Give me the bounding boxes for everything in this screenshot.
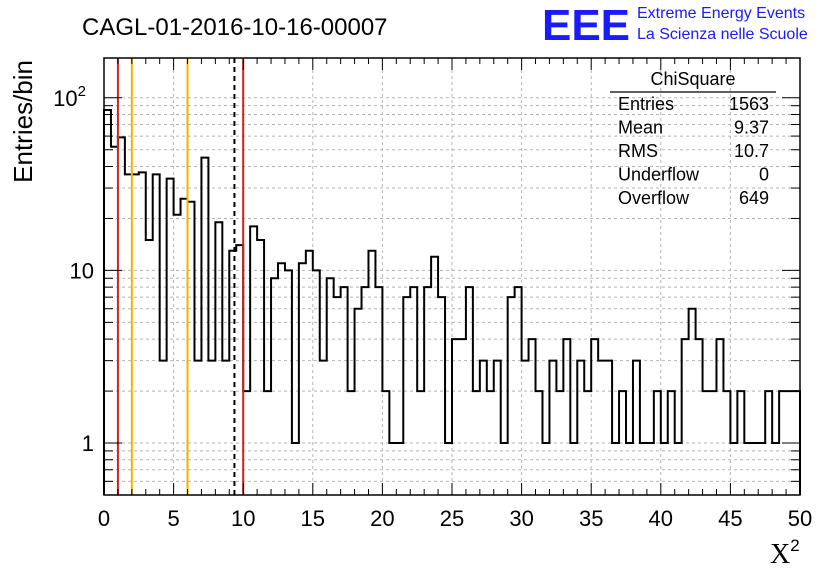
x-tick-label: 0: [98, 506, 110, 531]
x-tick-label: 20: [370, 506, 394, 531]
axes: 0 5 10 15 20 25 30 35 40 45 50 1 10 102: [53, 58, 812, 531]
y-tick-label: 1: [82, 431, 94, 456]
stats-label: RMS: [618, 141, 658, 161]
stats-value: 1563: [729, 94, 769, 114]
histogram-bars: [103, 108, 801, 495]
histogram-outline: [103, 108, 801, 495]
x-tick-label: 40: [649, 506, 673, 531]
stats-label: Mean: [618, 118, 663, 138]
eee-logo: EEE Extreme Energy Events La Scienza nel…: [542, 1, 808, 50]
stats-value: 649: [739, 188, 769, 208]
logo-line-2: La Scienza nelle Scuole: [637, 26, 808, 43]
x-tick-label: 25: [440, 506, 464, 531]
x-tick-label: 15: [301, 506, 325, 531]
x-tick-label: 5: [167, 506, 179, 531]
x-tick-label: 30: [509, 506, 533, 531]
stats-title: ChiSquare: [650, 69, 735, 89]
x-tick-label: 45: [718, 506, 742, 531]
logo-text: EEE: [542, 1, 630, 50]
stats-box: ChiSquare Entries 1563 Mean 9.37 RMS 10.7 Unde…: [610, 69, 776, 208]
stats-value: 9.37: [734, 118, 769, 138]
chart-title: CAGL-01-2016-10-16-00007: [82, 14, 388, 41]
logo-line-1: Extreme Energy Events: [637, 5, 805, 22]
x-tick-label: 50: [788, 506, 812, 531]
x-tick-label: 35: [579, 506, 603, 531]
stats-label: Entries: [618, 94, 674, 114]
x-axis-label: X2: [770, 536, 800, 570]
x-tick-label: 10: [231, 506, 255, 531]
reference-lines: [116, 58, 245, 495]
y-tick-label: 102: [53, 83, 86, 111]
stats-value: 0: [759, 165, 769, 185]
stats-label: Underflow: [618, 165, 700, 185]
y-axis-label: Entries/bin: [8, 60, 38, 183]
stats-value: 10.7: [734, 141, 769, 161]
stats-label: Overflow: [618, 188, 690, 208]
y-tick-label: 10: [70, 258, 94, 283]
